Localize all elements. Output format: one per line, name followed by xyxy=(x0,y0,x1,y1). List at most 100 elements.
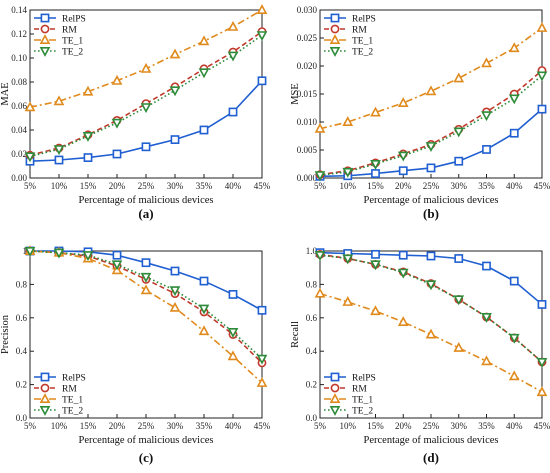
legend-item: TE_1 xyxy=(324,393,373,406)
y-tick-label: 0.8 xyxy=(306,279,318,289)
legend-label: TE_2 xyxy=(352,407,373,417)
legend-label: RelPS xyxy=(62,15,86,25)
data-point xyxy=(199,125,209,135)
data-point xyxy=(537,300,547,309)
x-tick-label: 5% xyxy=(314,421,327,431)
y-tick-label: 0.005 xyxy=(297,145,318,155)
data-point xyxy=(256,4,268,14)
x-tick-label: 20% xyxy=(109,181,126,191)
data-point xyxy=(54,155,64,165)
x-tick-label: 30% xyxy=(167,181,184,191)
legend-swatch-marker xyxy=(329,46,341,57)
y-tick-label: 0.14 xyxy=(11,5,27,15)
data-point xyxy=(24,101,36,112)
data-point xyxy=(53,145,65,156)
legend-label: TE_1 xyxy=(62,396,83,406)
x-tick-label: 15% xyxy=(80,181,97,191)
legend-label: RM xyxy=(62,26,77,36)
legend-item: RM xyxy=(34,383,77,395)
y-tick-label: 0.06 xyxy=(11,101,27,111)
legend-swatch-marker xyxy=(330,383,340,393)
y-tick-label: 0.010 xyxy=(297,117,318,127)
data-point xyxy=(83,153,93,162)
legend-item: TE_2 xyxy=(34,405,83,417)
data-point xyxy=(481,355,492,366)
x-tick-label: 15% xyxy=(367,181,384,191)
x-tick-label: 15% xyxy=(367,421,384,431)
y-tick-label: 1.0 xyxy=(306,246,318,256)
x-axis-label: Percentage of malicious devices xyxy=(79,195,214,206)
data-point xyxy=(398,250,408,260)
legend-item: RelPS xyxy=(34,13,86,25)
data-point xyxy=(53,248,65,259)
data-point xyxy=(111,118,123,129)
x-axis-label: Percentage of malicious devices xyxy=(364,195,499,206)
data-point xyxy=(536,358,548,368)
data-point xyxy=(111,74,123,85)
y-tick-label: 0.020 xyxy=(297,61,318,71)
legend-swatch-marker xyxy=(40,13,50,23)
data-point xyxy=(397,151,409,162)
data-point xyxy=(227,20,239,31)
data-point xyxy=(141,142,151,152)
y-axis-label: MSE xyxy=(290,83,301,105)
data-point xyxy=(342,254,354,265)
data-point xyxy=(508,333,520,344)
legend-item: TE_1 xyxy=(34,393,83,406)
legend-swatch-marker xyxy=(40,24,50,34)
data-point xyxy=(508,42,520,53)
legend-label: TE_2 xyxy=(62,48,83,58)
legend-item: RelPS xyxy=(324,372,376,384)
series-RM xyxy=(315,249,547,367)
panel-label: (d) xyxy=(423,450,439,465)
series-line xyxy=(319,292,543,393)
y-tick-label: 0.4 xyxy=(306,346,318,356)
legend-label: TE_1 xyxy=(352,396,373,406)
y-tick-label: 0.02 xyxy=(11,149,27,159)
y-tick-label: 0.0 xyxy=(16,413,28,423)
series-TE_1 xyxy=(314,287,548,397)
data-point xyxy=(314,171,326,182)
chart-panel-1: 0.00 0.02 0.04 0.06 0.08 0.10 0.12 0.14 5% 10% 15%… xyxy=(0,4,271,221)
x-tick-label: 10% xyxy=(340,421,357,431)
x-tick-label: 30% xyxy=(451,421,468,431)
data-point xyxy=(256,31,268,42)
data-point xyxy=(397,268,409,279)
series-line xyxy=(319,74,543,176)
y-tick-label: 0.8 xyxy=(16,279,28,289)
data-point xyxy=(536,22,548,32)
data-point xyxy=(256,354,268,365)
x-axis-label: Percentage of malicious devices xyxy=(79,435,214,446)
data-point xyxy=(397,316,409,326)
data-point xyxy=(370,305,381,316)
y-tick-label: 0.4 xyxy=(16,346,28,356)
series-TE_2 xyxy=(24,247,268,365)
y-tick-label: 0.030 xyxy=(297,5,318,15)
legend-swatch-marker xyxy=(329,34,341,45)
y-tick-label: 0.025 xyxy=(297,33,318,43)
data-point xyxy=(140,272,152,283)
y-tick-label: 0.12 xyxy=(11,29,27,39)
y-axis-label: MAE xyxy=(0,82,11,105)
x-tick-label: 45% xyxy=(254,181,271,191)
chart-panel-3: 0.00.20.40.60.815% 10% 15% 20% 25% 30% 35% 40% 4… xyxy=(0,245,271,465)
x-tick-label: 15% xyxy=(80,421,97,431)
data-point xyxy=(256,377,268,387)
data-point xyxy=(370,106,381,117)
data-point xyxy=(112,149,122,159)
y-tick-label: 0.04 xyxy=(11,125,27,135)
series-RelPS xyxy=(25,76,267,166)
data-point xyxy=(370,160,381,170)
data-point xyxy=(453,295,465,306)
x-tick-label: 10% xyxy=(51,181,68,191)
y-tick-label: 0.0 xyxy=(306,413,318,423)
data-point xyxy=(482,145,491,154)
legend-item: RM xyxy=(324,24,367,36)
data-point xyxy=(112,250,122,260)
x-tick-label: 25% xyxy=(138,421,155,431)
x-tick-label: 35% xyxy=(478,421,495,431)
legend-swatch-marker xyxy=(39,405,51,416)
data-point xyxy=(371,249,380,259)
